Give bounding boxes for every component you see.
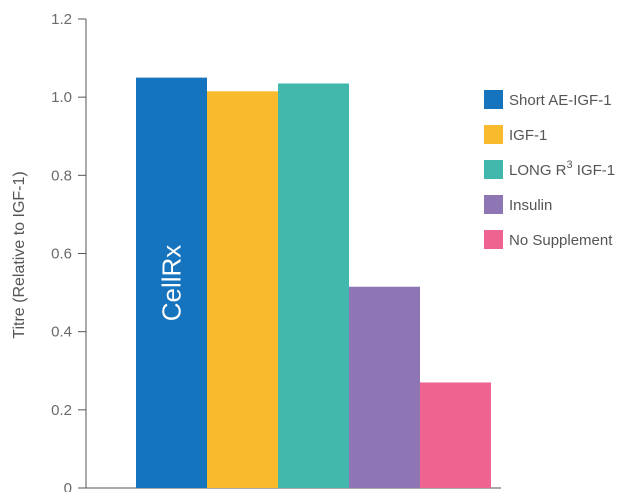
legend-swatch [484,160,503,179]
bar-long-r3-igf-1 [278,83,349,489]
legend-swatch [484,230,503,249]
y-ticks: 0 0.2 0.4 0.6 0.8 1.0 1.2 [51,11,86,492]
bar-igf-1 [207,91,278,488]
legend-item: Insulin [484,195,552,214]
legend: Short AE-IGF-1 IGF-1 LONG R3 IGF-1 Insulin N… [484,90,615,249]
y-tick-label: 0 [64,480,72,492]
legend-swatch [484,90,503,109]
legend-label: No Supplement [509,232,613,249]
legend-item: LONG R3 IGF-1 [484,159,615,179]
cellrx-watermark: CellRx [157,245,187,322]
y-tick-label: 0.4 [51,324,72,341]
legend-label: Insulin [509,197,552,214]
legend-label: Short AE-IGF-1 [509,92,612,109]
legend-item: Short AE-IGF-1 [484,90,612,109]
y-tick-label: 1.0 [51,89,72,106]
y-tick-label: 1.2 [51,11,72,28]
bar-short-ae-igf-1 [136,77,207,488]
y-tick-label: 0.8 [51,167,72,184]
legend-swatch [484,195,503,214]
bar-insulin [349,286,420,488]
legend-item: No Supplement [484,230,613,249]
legend-label: LONG R3 IGF-1 [509,159,615,179]
bars [136,77,491,489]
legend-swatch [484,125,503,144]
y-tick-label: 0.6 [51,246,72,263]
legend-label: IGF-1 [509,127,547,144]
legend-item: IGF-1 [484,125,547,144]
bar-no-supplement [420,382,491,488]
y-axis-title: Titre (Relative to IGF-1) [11,171,28,338]
y-tick-label: 0.2 [51,402,72,419]
